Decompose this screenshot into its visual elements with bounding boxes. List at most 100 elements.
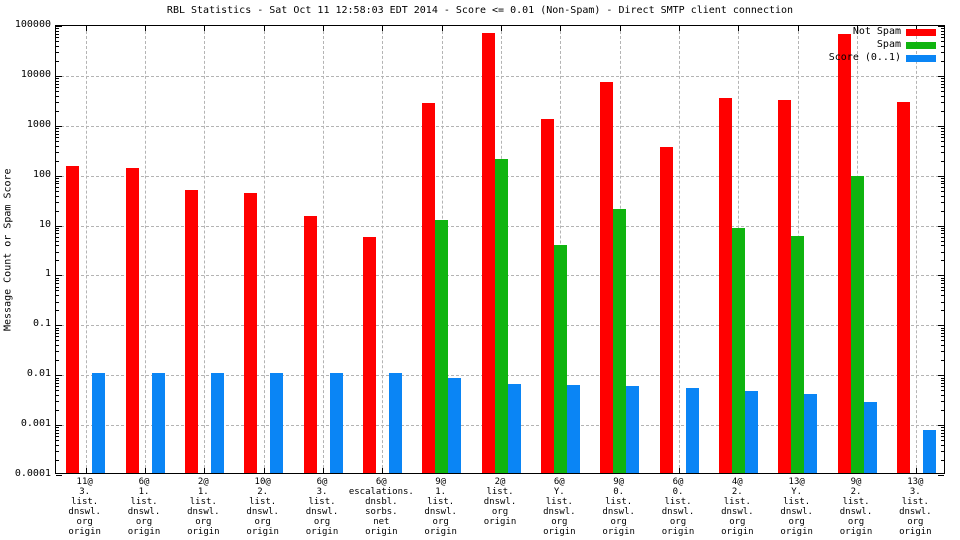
x-category-label-line: 3.	[79, 487, 91, 497]
x-category-label-line: 4@	[731, 477, 743, 487]
y-minor-tick	[941, 290, 944, 292]
y-minor-tick	[56, 440, 59, 442]
y-minor-tick	[56, 301, 59, 303]
y-minor-tick	[941, 183, 944, 185]
y-minor-tick	[941, 351, 944, 353]
y-tick-label: 100	[32, 168, 51, 180]
x-category-label-line: org	[254, 517, 271, 527]
x-category-label-line: list.	[71, 497, 99, 507]
y-minor-tick	[56, 28, 59, 30]
y-minor-tick	[56, 80, 59, 82]
y-minor-tick	[56, 180, 59, 182]
bar-score	[329, 373, 343, 473]
y-minor-tick	[941, 333, 944, 335]
x-tick-top	[501, 26, 502, 31]
x-tick-top	[204, 26, 206, 31]
y-minor-tick	[56, 45, 59, 47]
x-category-label-line: 2.	[850, 487, 862, 497]
x-category-label-line: origin	[187, 527, 220, 537]
x-category-label-line: org	[551, 517, 568, 527]
bar-not-spam	[184, 190, 198, 473]
y-minor-tick	[941, 180, 944, 182]
bar-score	[92, 373, 106, 473]
legend-swatch	[906, 54, 936, 62]
bar-score	[626, 386, 640, 473]
x-category-label-line: origin	[661, 527, 695, 537]
x-category-label-line: dnswl.	[127, 507, 161, 517]
x-category-label: 6@ 0. list. dnswl. org origin	[648, 477, 707, 537]
bar-not-spam	[718, 97, 732, 473]
bar-score	[566, 385, 580, 473]
y-minor-tick	[941, 90, 944, 92]
x-gridline	[382, 26, 384, 473]
y-minor-tick	[56, 260, 59, 262]
y-minor-tick	[56, 190, 59, 192]
x-tick-bottom	[323, 468, 324, 473]
bar-not-spam	[896, 102, 910, 473]
x-category-label-line: org	[788, 517, 805, 527]
x-category-label-line: 9@	[613, 477, 625, 487]
x-category-label-line: 9@	[850, 477, 862, 487]
x-tick-top	[560, 26, 562, 31]
legend-swatch	[906, 28, 936, 36]
y-minor-tick	[56, 351, 59, 353]
bar-spam	[494, 158, 508, 473]
y-minor-tick	[941, 390, 944, 392]
x-category-label-line: 1.	[197, 487, 209, 497]
bar-score	[744, 391, 758, 473]
y-major-tick	[938, 75, 944, 77]
y-minor-tick	[56, 251, 59, 253]
x-category-label-line: dnswl.	[246, 507, 279, 517]
x-category-label-line: origin	[246, 527, 279, 537]
y-minor-tick	[56, 41, 59, 43]
bar-spam	[731, 228, 745, 473]
x-tick-top	[857, 26, 858, 31]
x-tick-top	[797, 26, 799, 31]
x-tick-top	[323, 26, 324, 31]
y-minor-tick	[941, 245, 944, 247]
x-tick-bottom	[382, 468, 384, 473]
x-category-label-line: list.	[545, 497, 573, 507]
y-minor-tick	[941, 37, 944, 39]
y-minor-tick	[56, 427, 59, 429]
y-minor-tick	[56, 60, 59, 62]
y-minor-tick	[56, 30, 59, 32]
y-minor-tick	[56, 277, 59, 279]
bar-not-spam	[540, 118, 554, 473]
x-category-label-line: origin	[127, 527, 161, 537]
y-minor-tick	[941, 444, 944, 446]
y-minor-tick	[941, 401, 944, 403]
y-gridline	[56, 75, 944, 77]
x-category-label-line: list.	[783, 497, 811, 507]
bar-not-spam	[125, 167, 139, 473]
bar-score	[448, 378, 462, 473]
y-minor-tick	[56, 130, 59, 132]
x-category-label-line: org	[669, 517, 687, 527]
x-category-label-line: 6@	[375, 477, 387, 487]
y-minor-tick	[56, 78, 59, 80]
x-category-label-line: dnswl.	[68, 507, 101, 517]
y-minor-tick	[941, 380, 944, 382]
legend-label: Spam	[876, 39, 901, 50]
y-minor-tick	[941, 436, 944, 438]
x-category-label-line: org	[610, 517, 627, 527]
y-minor-tick	[56, 401, 59, 403]
y-major-tick	[56, 325, 62, 327]
legend-label: Score (0..1)	[828, 52, 901, 63]
x-category-label-line: 3.	[316, 487, 328, 497]
x-category-label-line: dnswl.	[305, 507, 339, 517]
y-minor-tick	[941, 110, 944, 112]
y-minor-tick	[941, 230, 944, 232]
y-minor-tick	[56, 33, 59, 35]
bar-score	[151, 373, 165, 473]
x-category-label-line: list.	[664, 497, 692, 507]
y-minor-tick	[941, 283, 944, 285]
y-tick-label: 0.001	[20, 418, 51, 430]
y-minor-tick	[56, 382, 59, 384]
x-category-label-line: origin	[721, 527, 754, 537]
y-minor-tick	[56, 236, 59, 238]
y-minor-tick	[56, 233, 59, 235]
x-category-label-line: dnswl.	[721, 507, 754, 517]
y-minor-tick	[941, 277, 944, 279]
x-tick-bottom	[263, 468, 265, 473]
